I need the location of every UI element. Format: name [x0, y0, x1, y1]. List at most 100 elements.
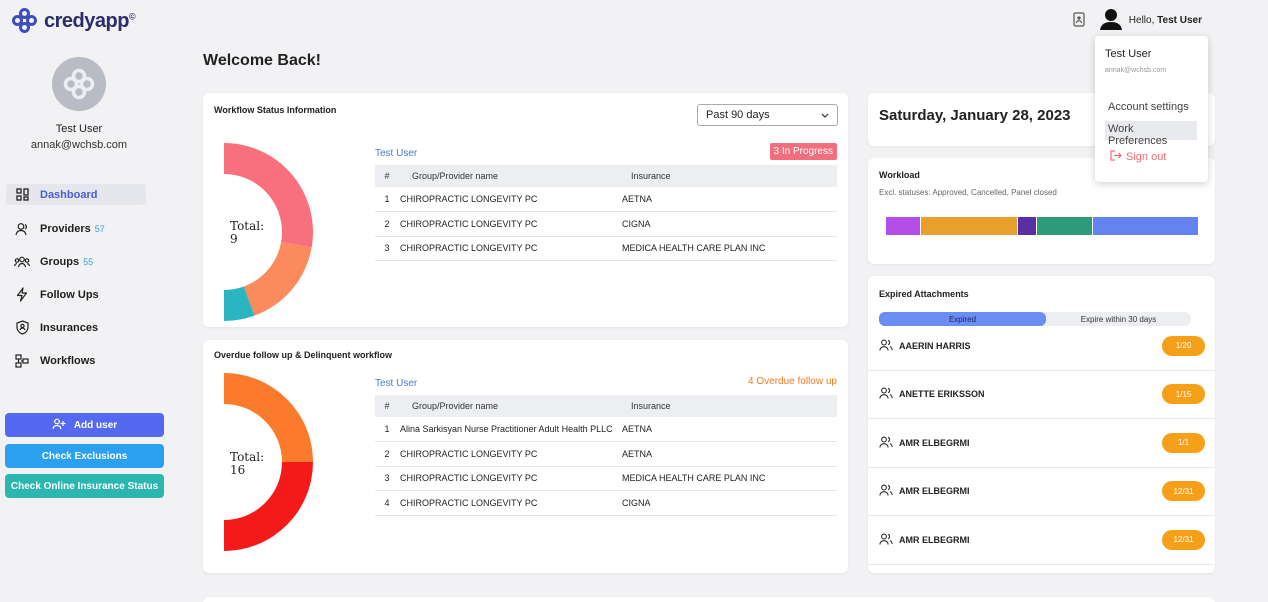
menu-user-name: Test User — [1105, 48, 1152, 60]
lightning-icon — [14, 287, 30, 303]
table-row[interactable]: 3 CHIROPRACTIC LONGEVITY PC MEDICA HEALTH … — [375, 236, 837, 261]
table-row[interactable]: 1 Alina Sarkisyan Nurse Practitioner Adul… — [375, 417, 837, 442]
grid-icon — [14, 187, 30, 203]
list-item[interactable]: AAERIN HARRIS 1/20 — [868, 322, 1215, 371]
in-progress-badge[interactable]: 3 In Progress — [769, 143, 837, 160]
nav-label: Dashboard — [40, 188, 98, 201]
col-provider: Group/Provider name — [399, 395, 621, 417]
attachment-label: AMR ELBEGRMI — [899, 486, 970, 497]
workflow-donut — [224, 143, 313, 321]
sign-out-item[interactable]: Sign out — [1110, 150, 1166, 164]
expiry-badge[interactable]: 12/31 — [1162, 529, 1205, 550]
workload-segment[interactable] — [920, 217, 1018, 235]
workload-segment[interactable] — [1091, 217, 1198, 235]
table-user[interactable]: Test User — [375, 378, 418, 389]
user-icon — [14, 221, 30, 237]
col-provider: Group/Provider name — [399, 165, 621, 187]
nav-workflows[interactable]: Workflows — [6, 350, 146, 371]
attachment-label: AMR ELBEGRMI — [899, 534, 970, 545]
period-select[interactable]: Past 90 days — [697, 104, 838, 126]
nav-insurances[interactable]: Insurances — [6, 317, 146, 338]
check-insurance-status-button[interactable]: Check Online Insurance Status — [5, 474, 164, 498]
app-logo[interactable]: credyapp© — [12, 8, 136, 34]
nav-label: Insurances — [40, 321, 99, 334]
add-user-button[interactable]: Add user — [5, 413, 164, 437]
contacts-icon[interactable] — [1073, 11, 1085, 30]
total-label: Total: — [230, 219, 265, 233]
expiry-badge[interactable]: 1/15 — [1162, 384, 1205, 405]
total-label: Total: — [230, 450, 265, 464]
card-title: Expired Attachments — [879, 289, 969, 299]
workload-subtitle: Excl. statuses: Approved, Cancelled, Pan… — [879, 188, 1057, 197]
workload-segment[interactable] — [886, 217, 921, 235]
row-provider: CHIROPRACTIC LONGEVITY PC — [399, 490, 621, 516]
donut-slice[interactable] — [224, 143, 313, 248]
work-preferences-item[interactable]: Work Preferences — [1105, 121, 1197, 147]
table-row[interactable]: 2 CHIROPRACTIC LONGEVITY PC CIGNA — [375, 211, 837, 237]
attachment-name: AAERIN HARRIS — [879, 339, 971, 353]
card-title: Workload — [879, 170, 920, 180]
nav-follow-ups[interactable]: Follow Ups — [6, 284, 146, 305]
list-item[interactable]: AMR ELBEGRMI 1/1 — [868, 419, 1215, 468]
nav-dashboard[interactable]: Dashboard — [6, 184, 146, 205]
workload-segment[interactable] — [1017, 217, 1036, 235]
current-date: Saturday, January 28, 2023 — [879, 107, 1071, 124]
row-insurance: AETNA — [621, 441, 837, 467]
table-row[interactable]: 1 CHIROPRACTIC LONGEVITY PC AETNA — [375, 187, 837, 212]
nav-providers[interactable]: Providers 57 — [6, 218, 146, 239]
workflow-status-card: Workflow Status Information Past 90 days… — [203, 93, 848, 327]
table-row[interactable]: 4 CHIROPRACTIC LONGEVITY PC CIGNA — [375, 490, 837, 516]
table-row[interactable]: 2 CHIROPRACTIC LONGEVITY PC AETNA — [375, 441, 837, 467]
tab-expire-30[interactable]: Expire within 30 days — [1080, 314, 1157, 324]
row-index: 2 — [375, 441, 399, 467]
overdue-card: Overdue follow up & Delinquent workflow … — [203, 340, 848, 573]
attachment-label: AAERIN HARRIS — [899, 340, 971, 351]
list-item[interactable]: ANETTE ERIKSSON 1/15 — [868, 371, 1215, 419]
list-item[interactable]: AMR ELBEGRMI 12/31 — [868, 516, 1215, 565]
profile-avatar[interactable] — [52, 57, 106, 111]
row-provider: CHIROPRACTIC LONGEVITY PC — [399, 187, 621, 212]
row-insurance: MEDICA HEALTH CARE PLAN INC — [621, 236, 837, 261]
menu-user-email: annak@wchsb.com — [1105, 67, 1167, 74]
nav-label: Workflows — [40, 354, 96, 367]
add-user-label: Add user — [73, 419, 118, 431]
sidebar-user-email: annak@wchsb.com — [30, 139, 128, 151]
row-provider: Alina Sarkisyan Nurse Practitioner Adult… — [399, 417, 621, 442]
attachment-name: ANETTE ERIKSSON — [879, 387, 985, 401]
bottom-card — [203, 597, 1215, 602]
expired-attachments-card: Expired Attachments Expired Expire withi… — [868, 276, 1215, 573]
page-title: Welcome Back! — [203, 52, 321, 69]
overdue-status[interactable]: 4 Overdue follow up — [748, 376, 837, 387]
shield-icon — [14, 320, 30, 336]
overdue-total: Total: 16 — [230, 451, 264, 477]
nav-groups[interactable]: Groups 55 — [6, 251, 146, 272]
tab-expired[interactable]: Expired — [879, 312, 1046, 326]
donut-slice[interactable] — [243, 242, 312, 316]
nav-label: Groups — [40, 255, 80, 268]
expiry-badge[interactable]: 1/20 — [1162, 335, 1205, 356]
expiry-badge[interactable]: 1/1 — [1162, 432, 1205, 453]
add-user-icon — [52, 418, 66, 433]
check-exclusions-button[interactable]: Check Exclusions — [5, 444, 164, 468]
donut-slice[interactable] — [224, 462, 313, 551]
row-provider: CHIROPRACTIC LONGEVITY PC — [399, 466, 621, 491]
col-insurance: Insurance — [621, 395, 837, 417]
attachment-list: AAERIN HARRIS 1/20 ANETTE ERIKSSON 1/15 AMR … — [868, 322, 1215, 565]
table-row[interactable]: 3 CHIROPRACTIC LONGEVITY PC MEDICA HEALTH … — [375, 466, 837, 491]
workload-segment[interactable] — [1035, 217, 1092, 235]
list-item[interactable]: AMR ELBEGRMI 12/31 — [868, 468, 1215, 516]
table-user[interactable]: Test User — [375, 148, 418, 159]
card-title: Overdue follow up & Delinquent workflow — [214, 350, 393, 360]
row-provider: CHIROPRACTIC LONGEVITY PC — [399, 211, 621, 237]
attachment-name: AMR ELBEGRMI — [879, 484, 970, 498]
top-actions: Hello, Test User — [1073, 8, 1202, 33]
donut-slice[interactable] — [224, 286, 255, 321]
user-menu-trigger[interactable]: Hello, Test User — [1099, 8, 1202, 33]
account-settings-item[interactable]: Account settings — [1108, 101, 1189, 113]
overdue-donut — [224, 373, 313, 551]
groups-count: 55 — [83, 256, 94, 267]
donut-slice[interactable] — [224, 373, 313, 462]
expiry-badge[interactable]: 12/31 — [1162, 481, 1205, 502]
row-index: 4 — [375, 490, 399, 516]
nav-label: Providers — [40, 222, 91, 235]
